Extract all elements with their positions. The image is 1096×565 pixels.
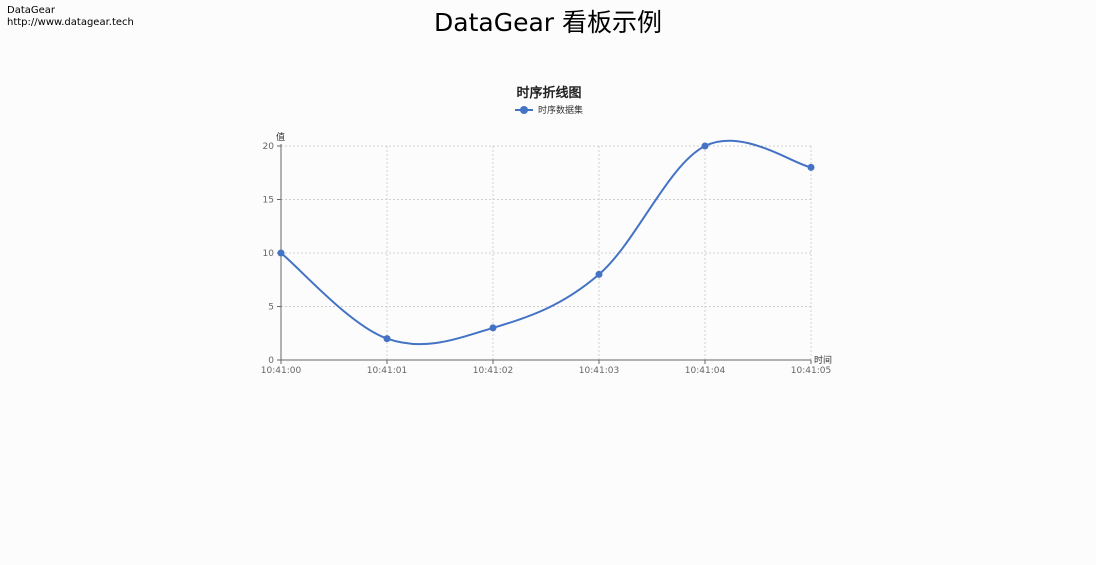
data-point[interactable]: [383, 335, 391, 343]
axis-layer: [277, 144, 812, 364]
x-tick-label: 10:41:00: [261, 366, 302, 376]
y-tick-label: 0: [268, 356, 274, 366]
legend-label: 时序数据集: [538, 104, 583, 116]
brand-url[interactable]: http://www.datagear.tech: [7, 17, 134, 28]
data-point[interactable]: [701, 142, 709, 150]
tick-labels: 0 5 10 15 20 10:41:00 10:41:01 10:41:02 10:41:03…: [261, 142, 831, 376]
y-tick-label: 20: [263, 142, 275, 152]
data-point[interactable]: [277, 249, 285, 257]
y-tick-label: 10: [263, 249, 275, 259]
data-point[interactable]: [807, 163, 815, 171]
x-axis-name: 时间: [814, 354, 832, 366]
chart-title: 时序折线图: [516, 85, 581, 101]
y-tick-label: 15: [263, 196, 274, 206]
dashboard-title: DataGear 看板示例: [434, 8, 662, 37]
x-tick-label: 10:41:01: [367, 366, 407, 376]
chart-legend[interactable]: 时序数据集: [515, 104, 583, 116]
x-tick-label: 10:41:04: [685, 366, 726, 376]
legend-dot-marker: [520, 106, 528, 114]
grid-layer: [281, 145, 812, 360]
data-point[interactable]: [595, 270, 603, 278]
data-point[interactable]: [489, 324, 497, 332]
brand-block: DataGear http://www.datagear.tech: [7, 5, 134, 29]
y-tick-label: 5: [268, 303, 274, 313]
series-line: [280, 139, 812, 346]
data-points: [277, 142, 815, 343]
y-axis-name: 值: [276, 131, 285, 143]
x-tick-label: 10:41:03: [579, 366, 619, 376]
x-tick-label: 10:41:02: [473, 366, 513, 376]
x-tick-label: 10:41:05: [791, 366, 831, 376]
brand-name: DataGear: [7, 5, 56, 16]
